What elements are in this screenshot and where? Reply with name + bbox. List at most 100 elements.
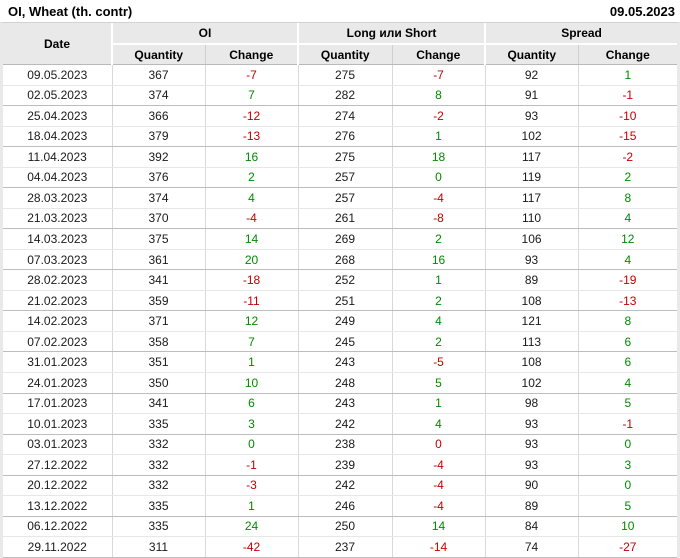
cell-spread-quantity: 119 [485, 167, 579, 189]
cell-date: 31.01.2023 [3, 351, 113, 373]
cell-oi-change: 10 [205, 372, 299, 394]
table-row: 07.03.2023 361 20 268 16 93 4 [3, 249, 678, 271]
table-row: 07.02.2023 358 7 245 2 113 6 [3, 331, 678, 353]
cell-oi-quantity: 358 [112, 331, 206, 353]
cell-oi-change: -42 [205, 536, 299, 558]
cell-spread-change: -10 [578, 105, 678, 127]
cell-spread-change: 4 [578, 208, 678, 230]
cell-oi-quantity: 374 [112, 187, 206, 209]
cell-date: 21.03.2023 [3, 208, 113, 230]
cell-spread-quantity: 117 [485, 146, 579, 168]
cell-long-short-quantity: 276 [298, 126, 393, 148]
cell-long-short-change: -14 [392, 536, 486, 558]
cell-long-short-quantity: 257 [298, 167, 393, 189]
cell-spread-quantity: 93 [485, 434, 579, 456]
cell-date: 09.05.2023 [3, 64, 113, 86]
cell-long-short-change: -2 [392, 105, 486, 127]
cell-spread-change: 5 [578, 495, 678, 517]
table-row: 28.03.2023 374 4 257 -4 117 8 [3, 187, 678, 209]
cell-date: 25.04.2023 [3, 105, 113, 127]
cell-date: 07.02.2023 [3, 331, 113, 353]
cell-oi-quantity: 371 [112, 310, 206, 332]
cell-oi-quantity: 351 [112, 351, 206, 373]
cell-spread-quantity: 93 [485, 413, 579, 435]
cell-spread-quantity: 102 [485, 372, 579, 394]
cell-oi-quantity: 367 [112, 64, 206, 86]
cell-spread-quantity: 121 [485, 310, 579, 332]
cell-oi-change: -4 [205, 208, 299, 230]
cell-long-short-quantity: 261 [298, 208, 393, 230]
cell-spread-quantity: 110 [485, 208, 579, 230]
cell-oi-change: 7 [205, 85, 299, 107]
cell-date: 10.01.2023 [3, 413, 113, 435]
cell-long-short-quantity: 246 [298, 495, 393, 517]
cell-oi-quantity: 370 [112, 208, 206, 230]
subheader-oi-change: Change [205, 44, 300, 65]
cell-date: 02.05.2023 [3, 85, 113, 107]
cell-date: 14.02.2023 [3, 310, 113, 332]
cell-spread-change: 12 [578, 228, 678, 250]
cell-oi-change: 12 [205, 310, 299, 332]
table-body: 09.05.2023 367 -7 275 -7 92 1 02.05.2023… [3, 64, 678, 558]
cell-long-short-quantity: 242 [298, 475, 393, 497]
cell-oi-quantity: 341 [112, 269, 206, 291]
cell-spread-quantity: 108 [485, 290, 579, 312]
cell-long-short-change: -4 [392, 495, 486, 517]
header-sub-row: Quantity Change Quantity Change Quantity… [3, 44, 678, 65]
cell-spread-quantity: 91 [485, 85, 579, 107]
cell-long-short-quantity: 274 [298, 105, 393, 127]
cell-spread-quantity: 93 [485, 105, 579, 127]
cell-long-short-change: -7 [392, 64, 486, 86]
cell-spread-quantity: 117 [485, 187, 579, 209]
cell-long-short-quantity: 237 [298, 536, 393, 558]
cell-long-short-quantity: 251 [298, 290, 393, 312]
cell-spread-quantity: 89 [485, 269, 579, 291]
cell-oi-change: 2 [205, 167, 299, 189]
cell-spread-change: 0 [578, 434, 678, 456]
cell-long-short-quantity: 238 [298, 434, 393, 456]
cell-oi-change: 6 [205, 393, 299, 415]
table-row: 03.01.2023 332 0 238 0 93 0 [3, 434, 678, 456]
cell-oi-quantity: 375 [112, 228, 206, 250]
cell-spread-change: 6 [578, 331, 678, 353]
cell-oi-quantity: 361 [112, 249, 206, 271]
table-row: 10.01.2023 335 3 242 4 93 -1 [3, 413, 678, 435]
cell-date: 04.04.2023 [3, 167, 113, 189]
cell-long-short-quantity: 249 [298, 310, 393, 332]
table-row: 20.12.2022 332 -3 242 -4 90 0 [3, 475, 678, 497]
cell-long-short-quantity: 242 [298, 413, 393, 435]
cell-oi-change: 1 [205, 495, 299, 517]
table-row: 31.01.2023 351 1 243 -5 108 6 [3, 351, 678, 373]
cell-long-short-change: 0 [392, 167, 486, 189]
cell-oi-quantity: 379 [112, 126, 206, 148]
cell-long-short-quantity: 245 [298, 331, 393, 353]
cell-date: 13.12.2022 [3, 495, 113, 517]
table-row: 11.04.2023 392 16 275 18 117 -2 [3, 146, 678, 168]
table-row: 27.12.2022 332 -1 239 -4 93 3 [3, 454, 678, 476]
cell-oi-quantity: 311 [112, 536, 206, 558]
cell-long-short-change: -8 [392, 208, 486, 230]
cell-oi-change: 4 [205, 187, 299, 209]
subheader-long-short-quantity: Quantity [298, 44, 393, 65]
cell-spread-quantity: 98 [485, 393, 579, 415]
cell-oi-change: 14 [205, 228, 299, 250]
subheader-oi-quantity: Quantity [112, 44, 206, 65]
cell-date: 11.04.2023 [3, 146, 113, 168]
cell-oi-change: 0 [205, 434, 299, 456]
cell-long-short-change: 1 [392, 393, 486, 415]
cell-long-short-quantity: 282 [298, 85, 393, 107]
cell-date: 29.11.2022 [3, 536, 113, 558]
cell-date: 14.03.2023 [3, 228, 113, 250]
cell-long-short-quantity: 275 [298, 64, 393, 86]
cell-oi-quantity: 332 [112, 475, 206, 497]
cell-long-short-change: 2 [392, 228, 486, 250]
cell-oi-quantity: 374 [112, 85, 206, 107]
group-header-long-short: Long или Short [298, 23, 487, 45]
cell-oi-quantity: 335 [112, 516, 206, 538]
col-header-date: Date [3, 23, 113, 65]
cell-spread-change: -2 [578, 146, 678, 168]
group-header-oi: OI [112, 23, 300, 45]
cell-oi-quantity: 341 [112, 393, 206, 415]
cell-spread-quantity: 92 [485, 64, 579, 86]
